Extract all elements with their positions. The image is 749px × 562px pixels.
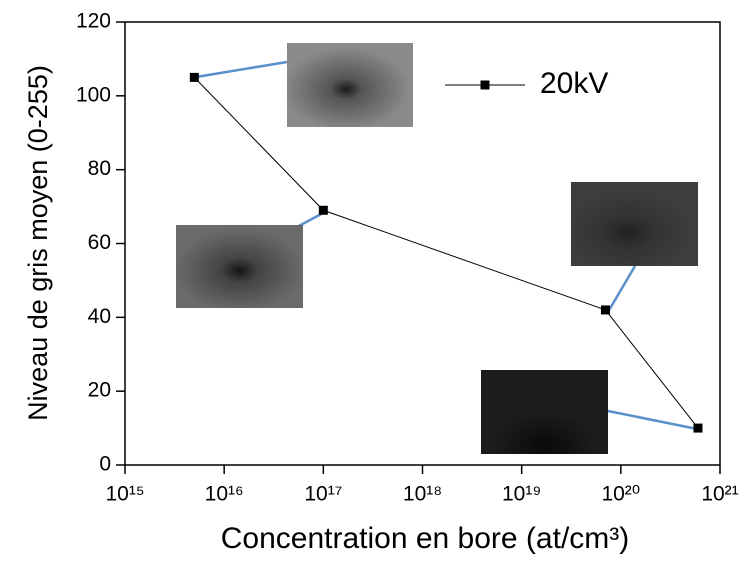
legend-marker bbox=[480, 80, 490, 90]
x-tick-label: 10¹⁵ bbox=[105, 483, 144, 506]
y-tick-label: 80 bbox=[88, 157, 111, 180]
y-tick-label: 0 bbox=[99, 453, 111, 476]
x-tick-label: 10¹⁷ bbox=[304, 483, 342, 506]
y-tick-label: 100 bbox=[76, 83, 111, 106]
data-point bbox=[600, 305, 610, 315]
x-tick-label: 10²¹ bbox=[701, 483, 738, 506]
callout-line bbox=[607, 409, 703, 432]
x-tick-label: 10¹⁶ bbox=[205, 483, 244, 506]
x-tick-label: 10¹⁹ bbox=[502, 483, 541, 506]
sem-image bbox=[481, 370, 608, 454]
x-axis-label: Concentration en bore (at/cm³) bbox=[221, 522, 630, 555]
sem-image bbox=[176, 225, 303, 308]
data-point bbox=[693, 423, 703, 433]
callout-line bbox=[606, 265, 637, 313]
y-tick-label: 60 bbox=[88, 231, 111, 254]
data-point bbox=[318, 205, 328, 215]
sem-image bbox=[571, 182, 698, 266]
callout-line bbox=[195, 60, 288, 79]
y-tick-label: 20 bbox=[88, 379, 111, 402]
series-line bbox=[193, 77, 699, 429]
y-tick-label: 120 bbox=[76, 10, 111, 33]
y-tick-label: 40 bbox=[88, 305, 111, 328]
sem-image bbox=[287, 43, 413, 127]
data-point bbox=[189, 72, 199, 82]
legend-label: 20kV bbox=[540, 67, 608, 100]
y-axis-label: Niveau de gris moyen (0-255) bbox=[23, 65, 53, 421]
x-tick-label: 10¹⁸ bbox=[403, 483, 442, 506]
x-tick-label: 10²⁰ bbox=[601, 483, 640, 506]
insets bbox=[176, 43, 703, 454]
